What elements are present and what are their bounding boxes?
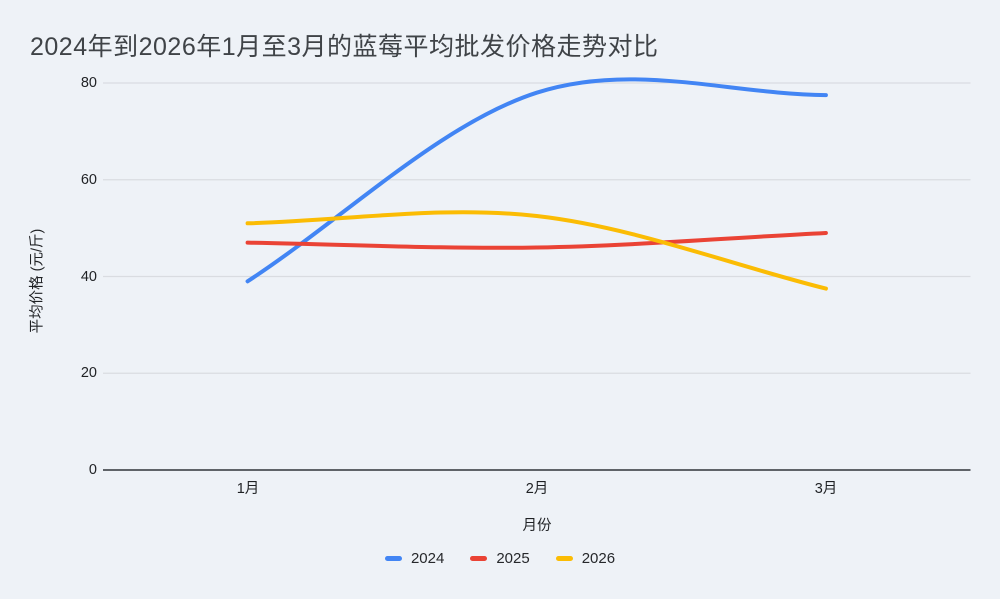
- y-tick-label-20: 20: [80, 365, 97, 381]
- y-tick-label-0: 0: [88, 462, 97, 478]
- y-axis-title: 平均价格 (元/斤): [29, 228, 46, 334]
- x-axis-title: 月份: [522, 518, 552, 534]
- x-tick-label-jan: 1月: [236, 481, 260, 497]
- legend-item-2026[interactable]: 2026: [555, 550, 616, 567]
- legend-label-2024: 2024: [410, 550, 445, 567]
- legend: 2024 2025 2026: [0, 550, 1000, 567]
- legend-marker-2024-icon: [384, 556, 402, 561]
- gridlines-group: [103, 82, 971, 471]
- legend-marker-2025-icon: [470, 556, 488, 561]
- legend-label-2026: 2026: [581, 550, 616, 567]
- series-line-2026: [245, 210, 828, 291]
- y-tick-label-60: 60: [80, 172, 97, 188]
- series-line-2025: [245, 230, 828, 250]
- legend-item-2025[interactable]: 2025: [470, 550, 530, 567]
- y-tick-label-80: 80: [80, 75, 97, 91]
- series-lines-group: [245, 77, 828, 291]
- chart-title: 2024年到2026年1月至3月的蓝莓平均批发价格走势对比: [30, 33, 659, 61]
- y-tick-label-40: 40: [80, 269, 97, 285]
- x-tick-label-mar: 3月: [814, 481, 838, 497]
- legend-label-2025: 2025: [496, 550, 530, 567]
- legend-item-2024[interactable]: 2024: [384, 550, 445, 567]
- legend-marker-2026-icon: [555, 556, 573, 561]
- x-tick-label-feb: 2月: [525, 481, 549, 497]
